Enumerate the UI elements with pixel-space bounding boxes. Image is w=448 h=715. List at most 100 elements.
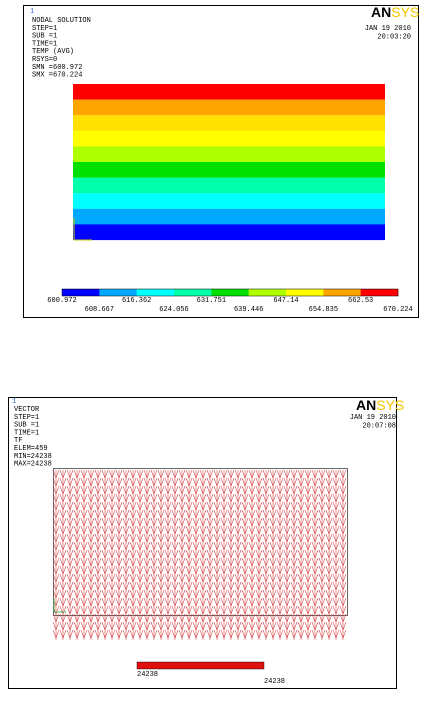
legend-label: 639.446 xyxy=(234,306,263,314)
legend-label: 624.056 xyxy=(159,306,188,314)
axis-triad xyxy=(73,218,92,241)
date: JAN 19 2010 xyxy=(365,25,411,33)
contour-band xyxy=(73,193,385,209)
vector-arrow xyxy=(192,469,200,640)
vector-arrow xyxy=(206,469,214,640)
info-line: VECTOR xyxy=(14,406,40,414)
vector-arrow xyxy=(143,469,151,640)
vector-arrow xyxy=(276,469,284,640)
legend-label: 670.224 xyxy=(383,306,412,314)
info-line: MIN=24238 xyxy=(14,453,52,461)
vector-arrow xyxy=(339,469,347,640)
vector-arrow xyxy=(171,469,179,640)
logo-sys: SYS xyxy=(376,397,404,413)
vector-arrow xyxy=(94,469,102,640)
info-line: TIME=1 xyxy=(14,429,39,437)
info-line: MAX=24238 xyxy=(14,461,52,469)
legend-label: 608.667 xyxy=(85,306,114,314)
legend-label: 600.972 xyxy=(47,297,76,305)
contour-band xyxy=(73,84,385,100)
vector-arrow xyxy=(297,469,305,640)
legend-label: 616.362 xyxy=(122,297,151,305)
legend-swatch xyxy=(136,289,175,296)
legend-swatch xyxy=(360,289,399,296)
logo-an: AN xyxy=(356,397,376,413)
logo-sys: SYS xyxy=(391,4,419,20)
info-line: SUB =1 xyxy=(32,33,57,41)
vector-arrow xyxy=(220,469,228,640)
info-line: SUB =1 xyxy=(14,422,39,430)
legend-swatch xyxy=(62,289,100,296)
legend-label: 631.751 xyxy=(197,297,226,305)
legend-label: 662.53 xyxy=(348,297,373,305)
info-line: TF xyxy=(14,437,22,445)
time: 20:07:08 xyxy=(362,423,396,431)
panel1-frame xyxy=(23,5,419,318)
vector-arrow xyxy=(248,469,256,640)
window-number: 1 xyxy=(30,8,34,16)
vector-arrow xyxy=(262,469,270,640)
legend-label: 654.835 xyxy=(309,306,338,314)
window-number: 1 xyxy=(12,398,16,406)
vector-arrow xyxy=(150,469,158,640)
vector-arrow xyxy=(311,469,319,640)
contour-band xyxy=(73,146,385,163)
vector-arrow xyxy=(129,469,137,640)
panel2-frame xyxy=(8,397,397,689)
ansys-logo: ANSYS xyxy=(371,4,419,20)
contour-band xyxy=(73,99,385,116)
vector-arrow xyxy=(178,469,186,640)
vector-arrow xyxy=(290,469,298,640)
legend-frame xyxy=(61,288,399,297)
legend-swatch xyxy=(248,289,287,296)
legend-swatch xyxy=(99,289,137,296)
time: 20:03:20 xyxy=(377,34,411,42)
date: JAN 19 2010 xyxy=(350,414,396,422)
vector-arrow xyxy=(199,469,207,640)
legend-label: 24238 xyxy=(137,671,158,679)
vector-arrow xyxy=(241,469,249,640)
vector-arrow xyxy=(325,469,333,640)
legend-swatch xyxy=(174,289,212,296)
vector-arrow xyxy=(157,469,165,640)
vector-arrow xyxy=(80,469,88,640)
logo-an: AN xyxy=(371,4,391,20)
legend-label: 647.14 xyxy=(273,297,298,305)
info-line: TEMP (AVG) xyxy=(32,48,74,56)
vector-arrow xyxy=(213,469,221,640)
vector-arrow xyxy=(59,469,67,640)
vector-arrow xyxy=(318,469,326,640)
legend-swatch xyxy=(286,289,324,296)
info-line: STEP=1 xyxy=(32,25,57,33)
vector-arrow xyxy=(66,469,74,640)
legend-swatch xyxy=(323,289,361,296)
vector-arrow xyxy=(185,469,193,640)
info-line: SMX =670.224 xyxy=(32,72,82,80)
vector-arrow xyxy=(304,469,312,640)
vector-arrow xyxy=(227,469,235,640)
vector-arrow xyxy=(52,469,60,640)
contour-band xyxy=(73,162,385,178)
info-line: TIME=1 xyxy=(32,40,57,48)
legend-label: 24238 xyxy=(264,678,285,686)
vector-arrow xyxy=(269,469,277,640)
contour-band xyxy=(73,177,385,194)
vector-arrow xyxy=(108,469,116,640)
vector-arrow xyxy=(73,469,81,640)
axis-triad xyxy=(53,598,66,613)
vector-arrow xyxy=(283,469,291,640)
info-line: SMN =600.972 xyxy=(32,64,82,72)
vector-arrow xyxy=(164,469,172,640)
vector-arrow xyxy=(234,469,242,640)
vector-arrow xyxy=(87,469,95,640)
contour-band xyxy=(73,224,385,241)
contour-band xyxy=(73,130,385,147)
info-line: RSYS=0 xyxy=(32,56,57,64)
vector-arrow xyxy=(122,469,130,640)
info-line: NODAL SOLUTION xyxy=(32,17,91,25)
vector-arrow xyxy=(101,469,109,640)
vector-arrow xyxy=(332,469,340,640)
info-line: STEP=1 xyxy=(14,414,39,422)
